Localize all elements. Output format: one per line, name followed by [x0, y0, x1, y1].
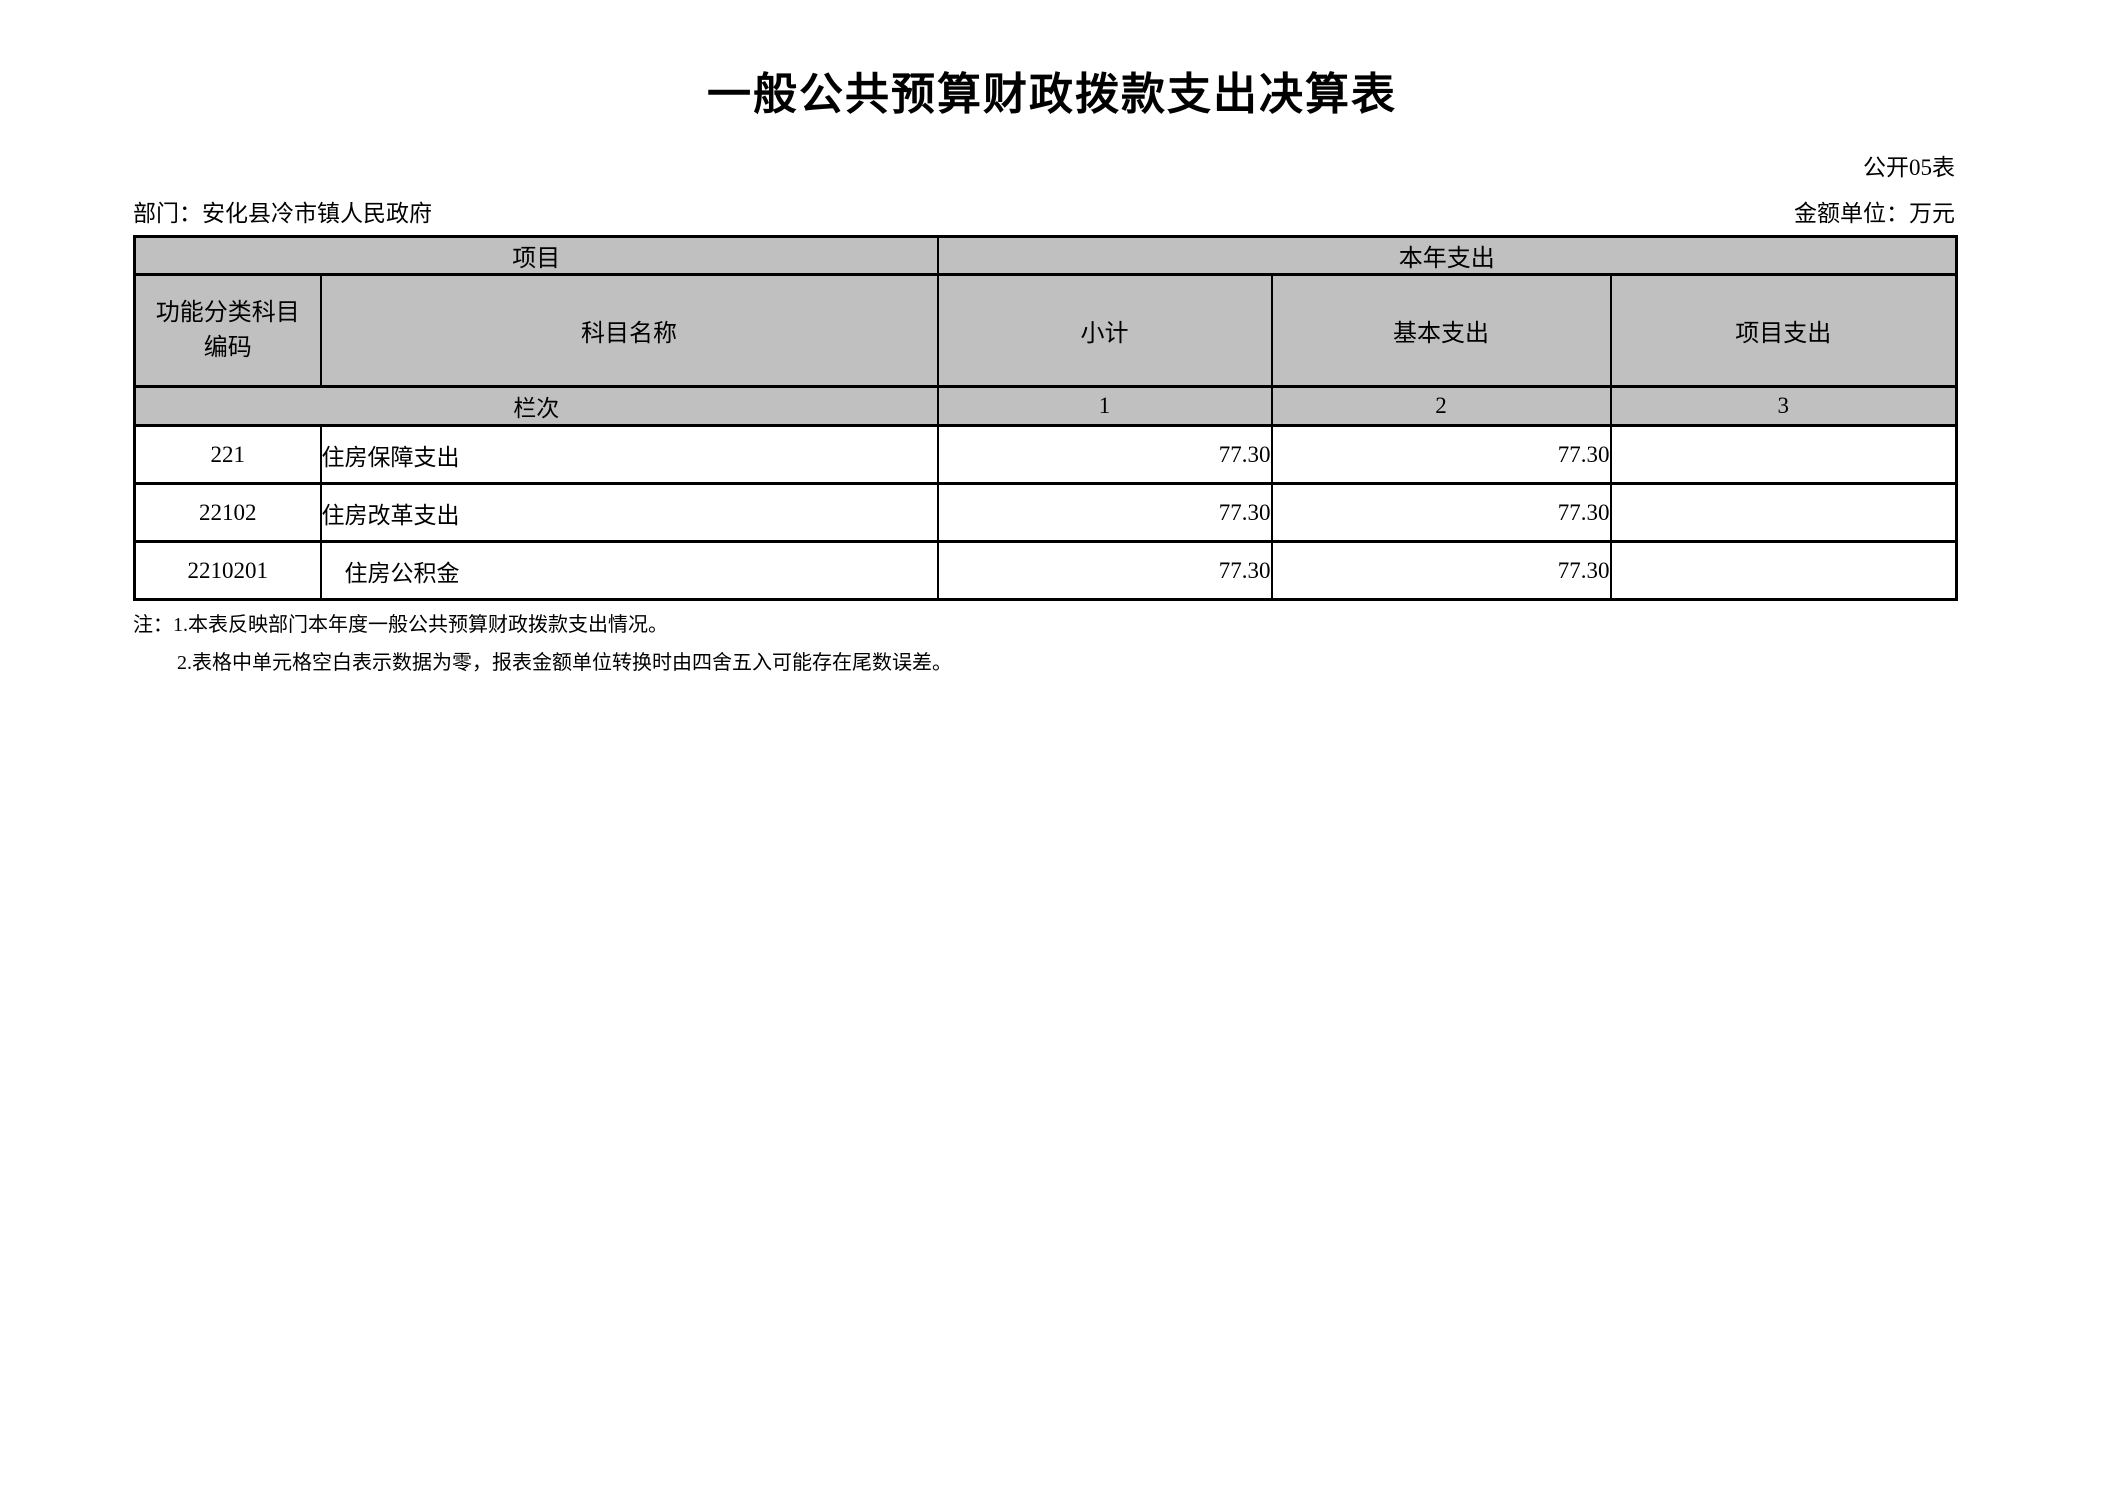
- cell-name: 住房改革支出: [319, 482, 939, 543]
- cell-code: 221: [133, 424, 322, 485]
- cell-subtotal: 77.30: [936, 540, 1273, 601]
- cell-name: 住房公积金: [319, 540, 939, 601]
- budget-table: 项目 本年支出 功能分类科目编码 科目名称 小计 基本支出 项目支出 栏次 1 …: [133, 235, 1959, 601]
- header-project-group: 项目: [133, 235, 939, 276]
- header-current-year-group: 本年支出: [936, 235, 1958, 276]
- header-col-code-label: 功能分类科目编码: [155, 299, 300, 361]
- cell-project: [1609, 540, 1958, 601]
- table-row: 221 住房保障支出 77.30 77.30: [133, 424, 1958, 485]
- index-col-2: 2: [1270, 385, 1612, 427]
- index-row: 栏次 1 2 3: [133, 385, 1958, 427]
- header-col-code: 功能分类科目编码: [133, 273, 322, 388]
- cell-code: 2210201: [133, 540, 322, 601]
- meta-row: 部门：安化县冷市镇人民政府 金额单位：万元: [133, 194, 1955, 228]
- index-row-label: 栏次: [133, 385, 939, 427]
- cell-project: [1609, 482, 1958, 543]
- cell-project: [1609, 424, 1958, 485]
- department-label: 部门：安化县冷市镇人民政府: [133, 201, 432, 226]
- unit-label: 金额单位：万元: [1794, 201, 1955, 226]
- header-col-name: 科目名称: [319, 273, 939, 388]
- column-header-row: 功能分类科目编码 科目名称 小计 基本支出 项目支出: [133, 273, 1958, 388]
- cell-basic: 77.30: [1270, 540, 1612, 601]
- note-line-1: 注：1.本表反映部门本年度一般公共预算财政拨款支出情况。: [133, 614, 668, 636]
- table-row: 2210201 住房公积金 77.30 77.30: [133, 540, 1958, 601]
- header-col-basic: 基本支出: [1270, 273, 1612, 388]
- sheet-label: 公开05表: [1863, 155, 1955, 180]
- index-col-1: 1: [936, 385, 1273, 427]
- cell-name: 住房保障支出: [319, 424, 939, 485]
- table-row: 22102 住房改革支出 77.30 77.30: [133, 482, 1958, 543]
- footnotes: 注：1.本表反映部门本年度一般公共预算财政拨款支出情况。 2.表格中单元格空白表…: [133, 615, 2104, 673]
- cell-basic: 77.30: [1270, 482, 1612, 543]
- cell-subtotal: 77.30: [936, 482, 1273, 543]
- header-col-project: 项目支出: [1609, 273, 1958, 388]
- index-col-3: 3: [1609, 385, 1958, 427]
- cell-subtotal: 77.30: [936, 424, 1273, 485]
- group-header-row: 项目 本年支出: [133, 235, 1958, 276]
- cell-code: 22102: [133, 482, 322, 543]
- page-title: 一般公共预算财政拨款支出决算表: [707, 70, 1397, 119]
- cell-basic: 77.30: [1270, 424, 1612, 485]
- note-line-2: 2.表格中单元格空白表示数据为零，报表金额单位转换时由四舍五入可能存在尾数误差。: [177, 652, 952, 674]
- header-col-subtotal: 小计: [936, 273, 1273, 388]
